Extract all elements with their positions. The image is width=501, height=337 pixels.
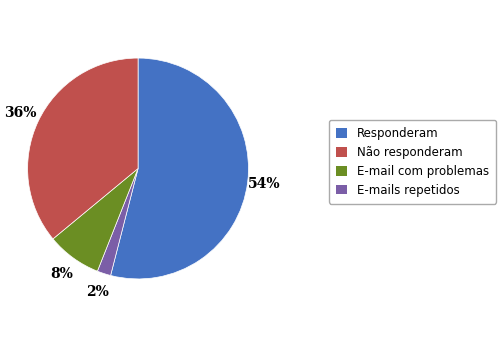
Text: 36%: 36% <box>4 106 36 120</box>
Text: 8%: 8% <box>50 267 73 281</box>
Text: 2%: 2% <box>86 285 109 300</box>
Wedge shape <box>28 58 138 239</box>
Legend: Responderam, Não responderam, E-mail com problemas, E-mails repetidos: Responderam, Não responderam, E-mail com… <box>328 120 495 204</box>
Text: 54%: 54% <box>247 177 280 191</box>
Wedge shape <box>53 168 138 271</box>
Wedge shape <box>97 168 138 275</box>
Wedge shape <box>110 58 248 279</box>
